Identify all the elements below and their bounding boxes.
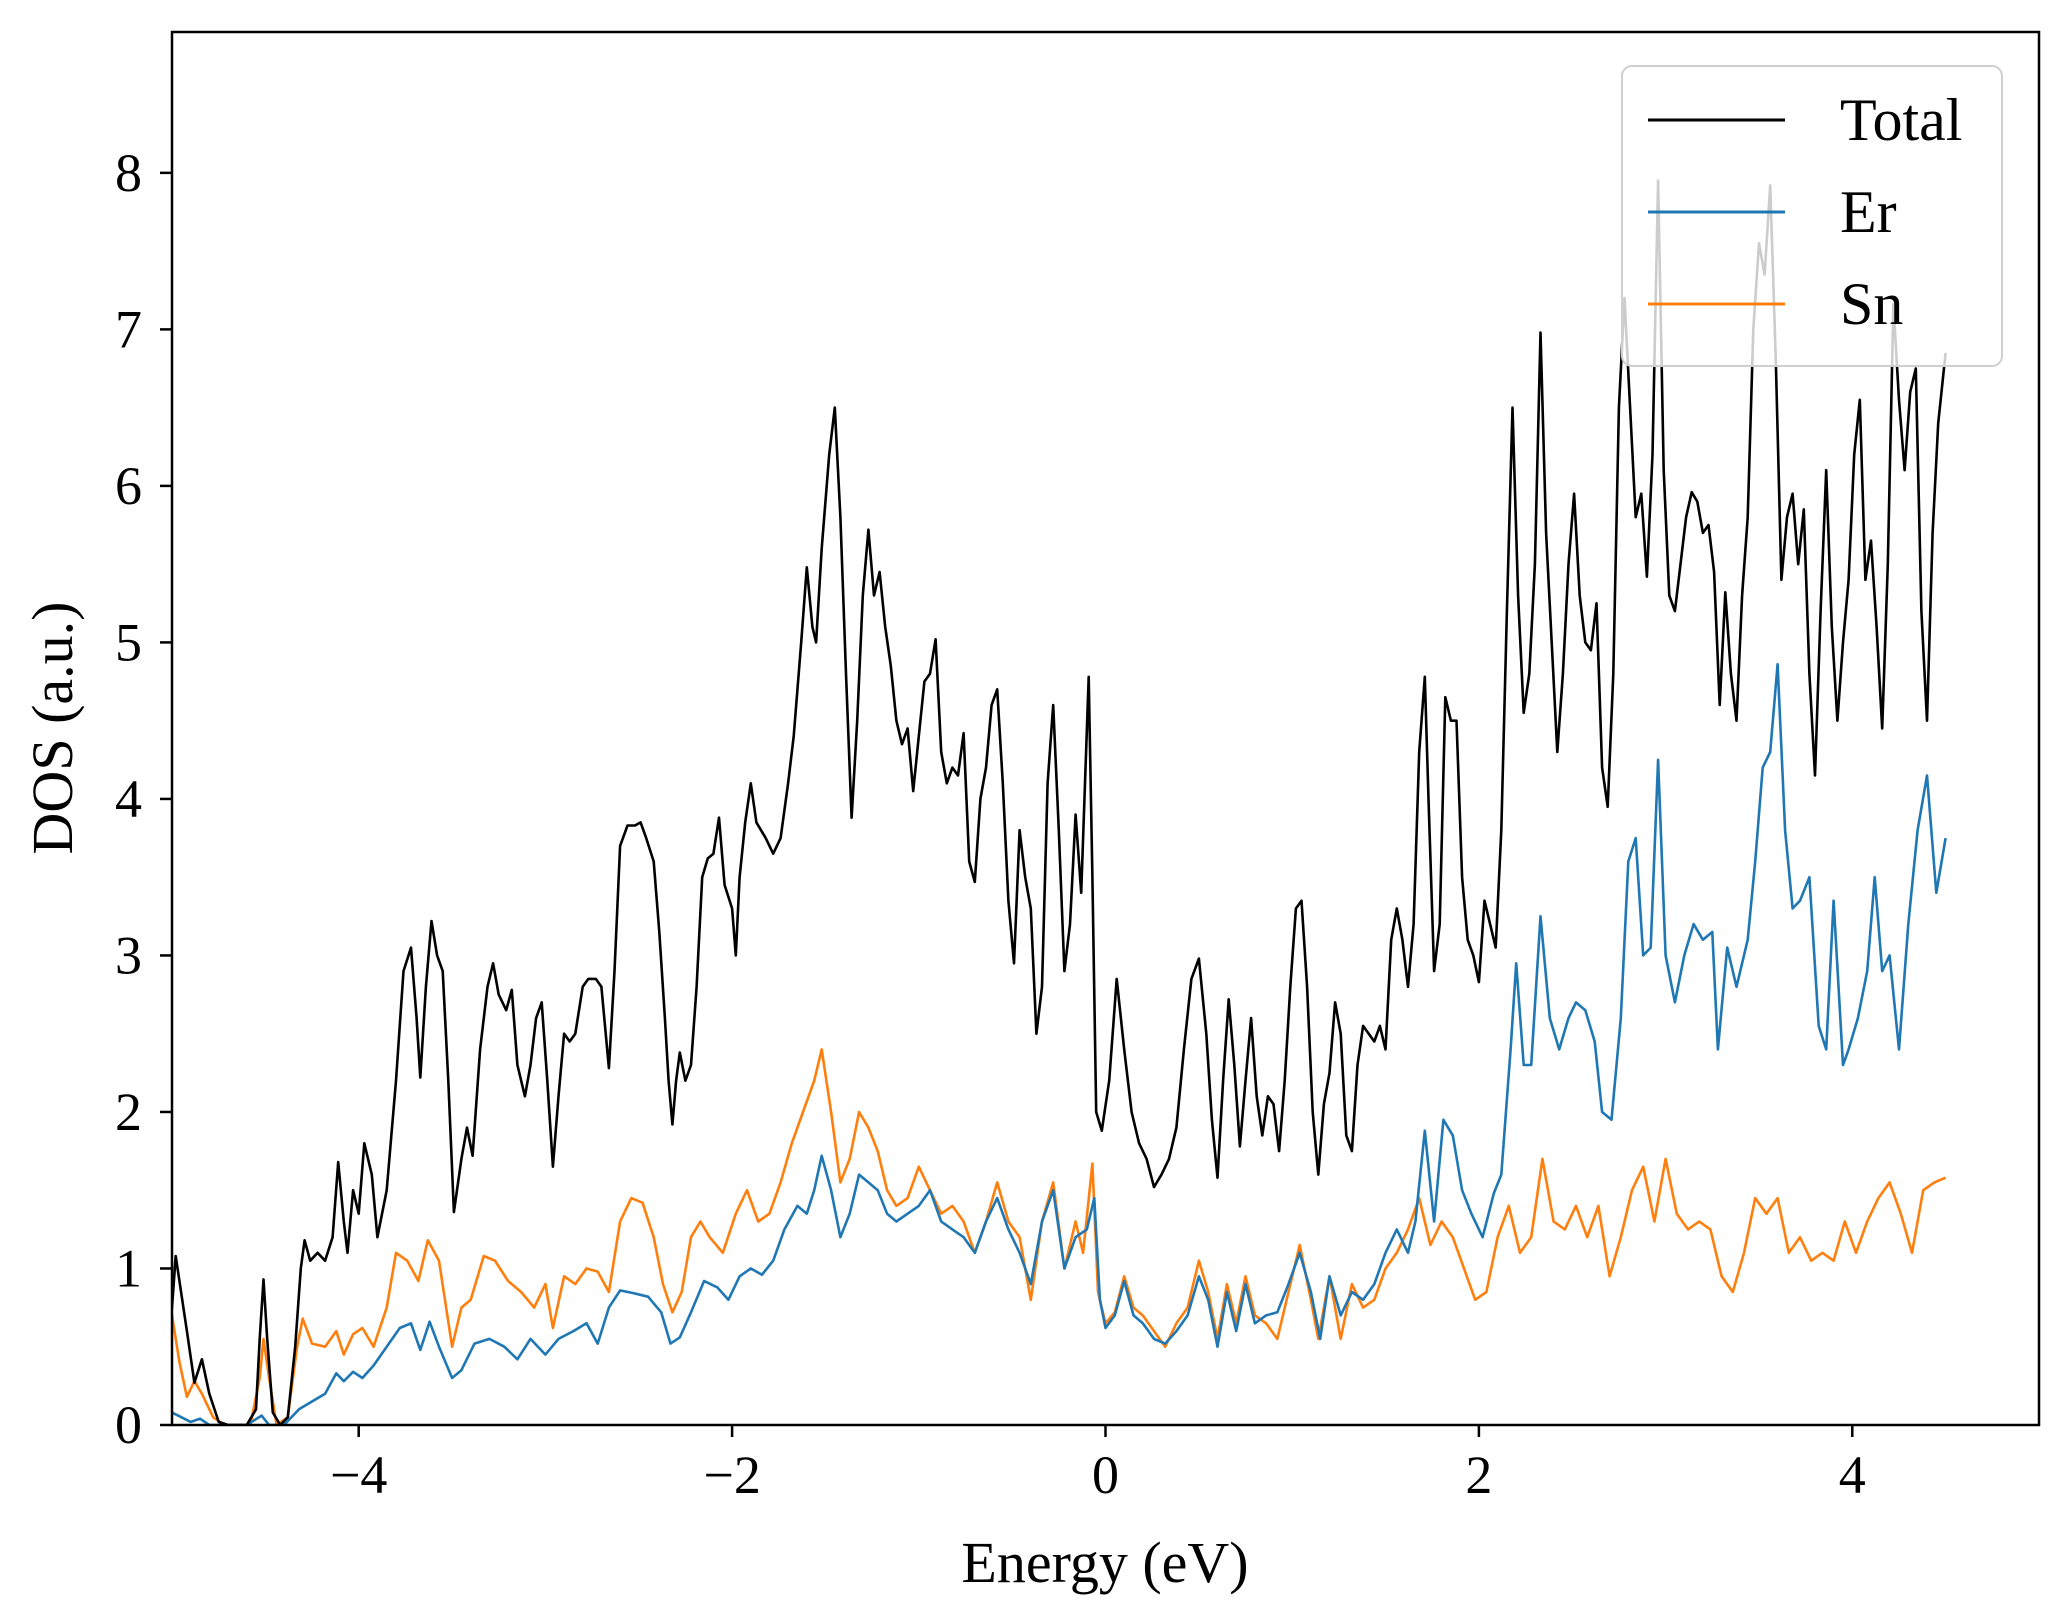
y-tick-label: 2 bbox=[115, 1082, 142, 1142]
series-line-sn bbox=[172, 1048, 1947, 1425]
legend-box bbox=[1621, 65, 2003, 367]
x-tick-label: −2 bbox=[703, 1445, 760, 1505]
x-tick-label: −4 bbox=[330, 1445, 387, 1505]
legend-label-er: Er bbox=[1840, 179, 1897, 245]
y-tick-label: 6 bbox=[115, 456, 142, 516]
x-tick-label: 2 bbox=[1465, 1445, 1492, 1505]
legend: Total Er Sn bbox=[1621, 65, 2003, 367]
legend-label-sn: Sn bbox=[1840, 271, 1903, 337]
series-line-total bbox=[172, 179, 1947, 1425]
y-axis-label: DOS (a.u.) bbox=[20, 602, 85, 855]
y-tick-label: 3 bbox=[115, 925, 142, 985]
y-axis: 0 1 2 3 4 5 6 7 8 bbox=[115, 143, 172, 1455]
x-tick-label: 0 bbox=[1092, 1445, 1119, 1505]
legend-label-total: Total bbox=[1840, 87, 1962, 153]
y-tick-label: 1 bbox=[115, 1238, 142, 1298]
y-tick-label: 7 bbox=[115, 299, 142, 359]
y-tick-label: 8 bbox=[115, 143, 142, 203]
x-axis-label: Energy (eV) bbox=[961, 1530, 1248, 1595]
series-layer bbox=[172, 179, 1947, 1425]
x-axis: −4 −2 0 2 4 bbox=[330, 1425, 1866, 1505]
y-tick-label: 5 bbox=[115, 612, 142, 672]
y-tick-label: 0 bbox=[115, 1395, 142, 1455]
y-tick-label: 4 bbox=[115, 769, 142, 829]
x-tick-label: 4 bbox=[1839, 1445, 1866, 1505]
series-line-er bbox=[172, 663, 1947, 1425]
